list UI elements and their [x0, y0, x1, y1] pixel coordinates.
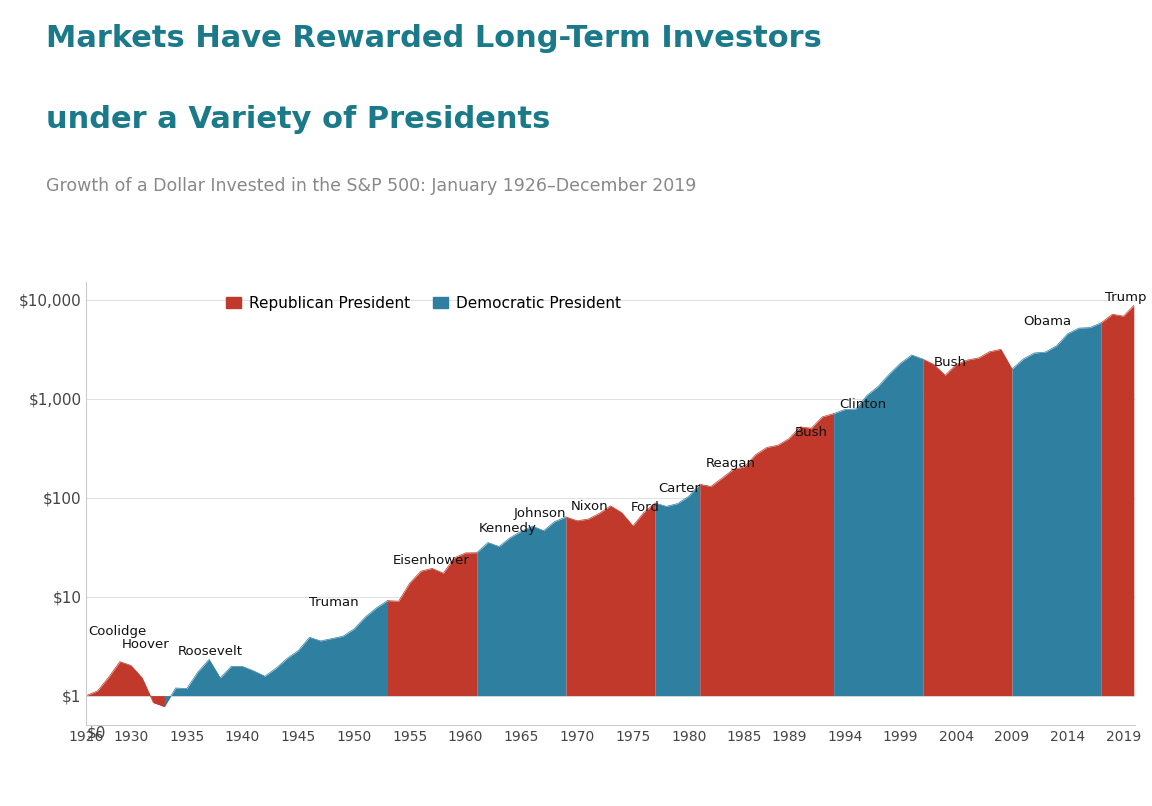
- Text: under a Variety of Presidents: under a Variety of Presidents: [46, 105, 551, 134]
- Text: $0: $0: [86, 725, 106, 741]
- Text: Trump: Trump: [1105, 291, 1146, 304]
- Text: Eisenhower: Eisenhower: [393, 554, 470, 567]
- Text: Kennedy: Kennedy: [479, 521, 537, 535]
- Text: Carter: Carter: [659, 483, 700, 496]
- Text: Truman: Truman: [310, 596, 359, 609]
- Text: Ford: Ford: [630, 501, 659, 514]
- Text: Markets Have Rewarded Long-Term Investors: Markets Have Rewarded Long-Term Investor…: [46, 24, 823, 53]
- Text: Hoover: Hoover: [122, 638, 169, 651]
- Legend: Republican President, Democratic President: Republican President, Democratic Preside…: [220, 289, 627, 317]
- Text: Johnson: Johnson: [514, 506, 566, 520]
- Text: Roosevelt: Roosevelt: [177, 645, 243, 658]
- Text: Obama: Obama: [1023, 314, 1071, 328]
- Text: Bush: Bush: [934, 355, 967, 368]
- Text: Growth of a Dollar Invested in the S&P 500: January 1926–December 2019: Growth of a Dollar Invested in the S&P 5…: [46, 177, 697, 195]
- Text: Clinton: Clinton: [839, 398, 886, 411]
- Text: Coolidge: Coolidge: [89, 625, 147, 638]
- Text: Bush: Bush: [795, 426, 827, 439]
- Text: Nixon: Nixon: [570, 500, 608, 513]
- Text: Reagan: Reagan: [705, 457, 756, 470]
